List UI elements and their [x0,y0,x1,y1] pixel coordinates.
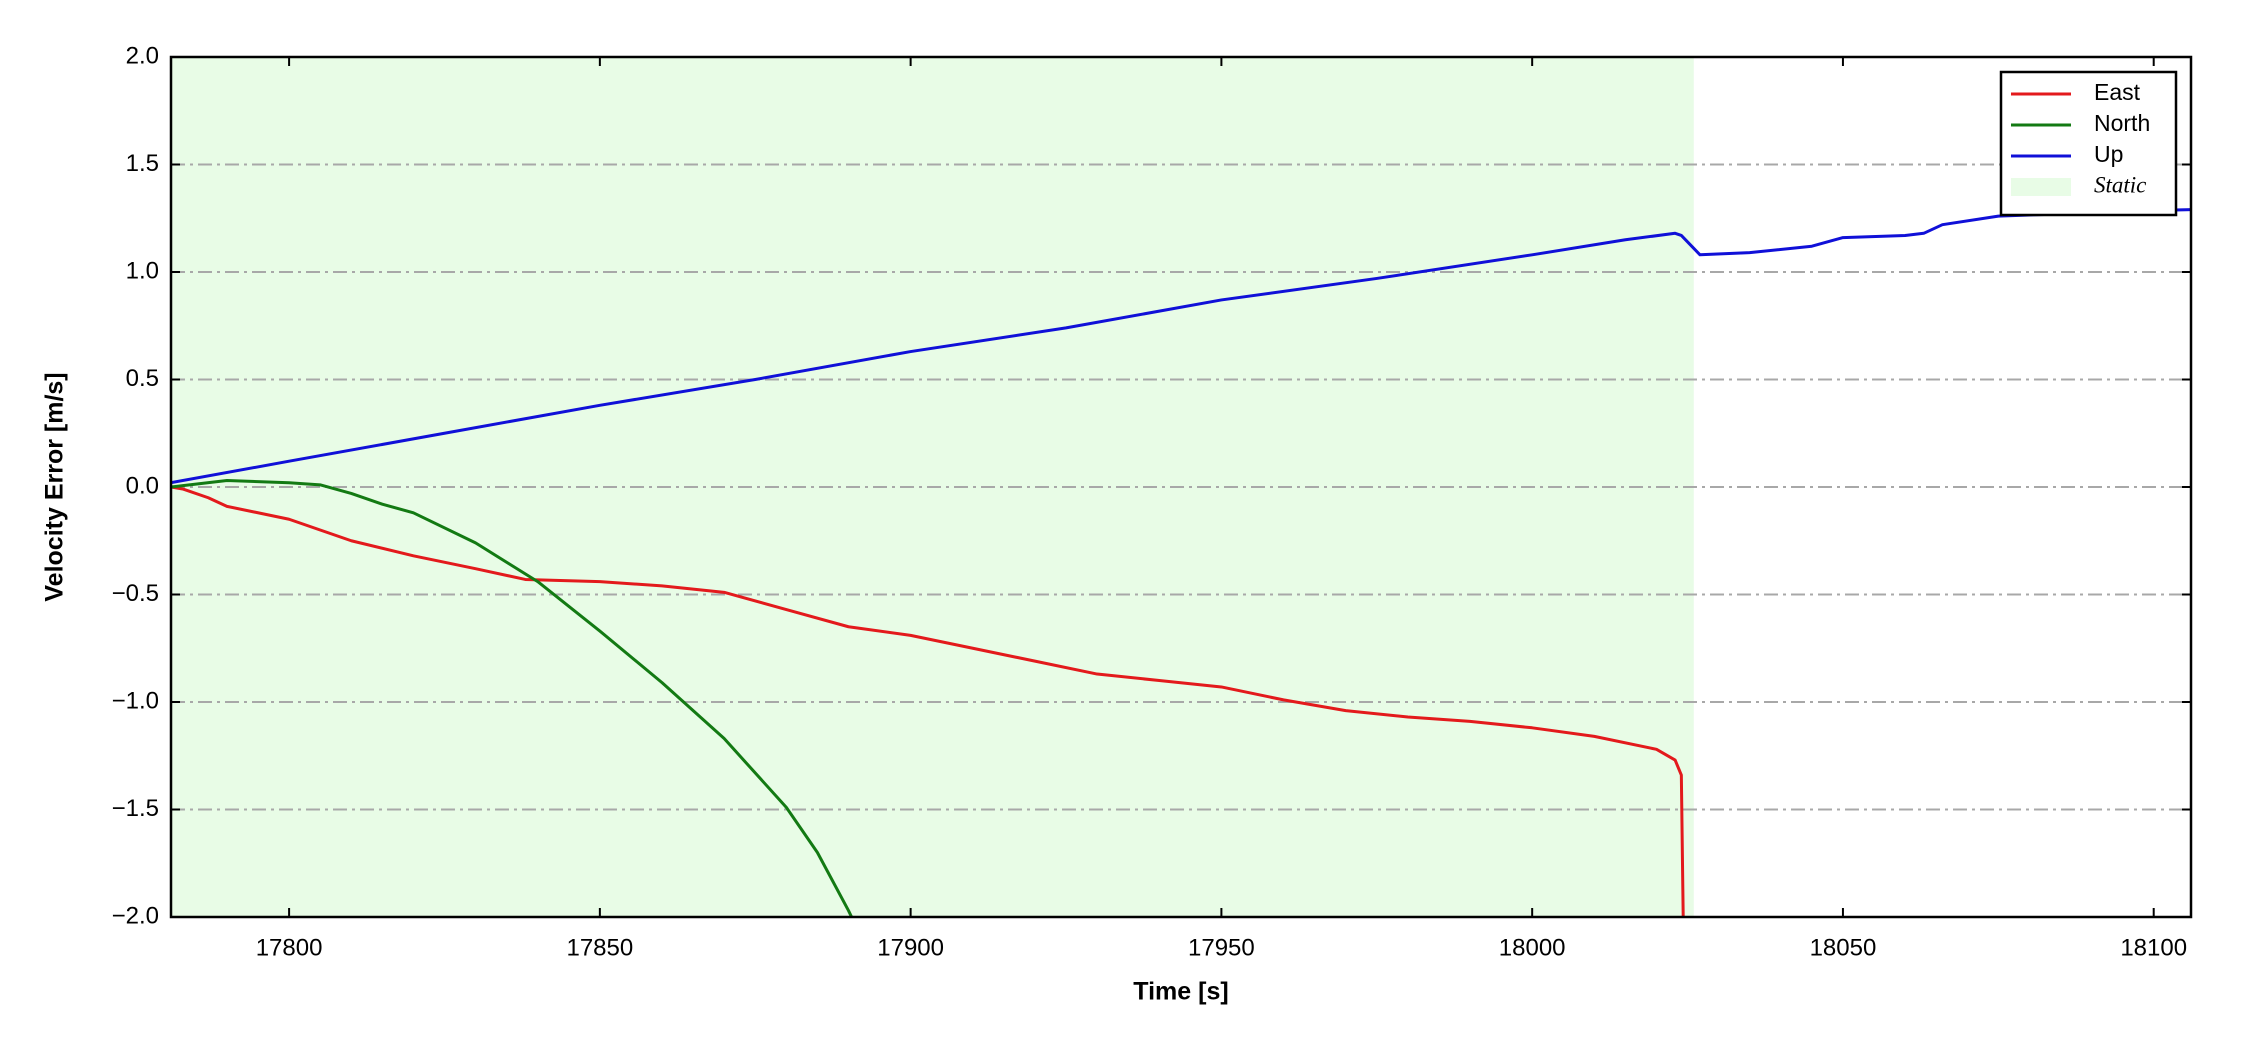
x-tick-label: 17950 [1188,934,1255,961]
series-line [171,208,2191,485]
plot-frame [169,55,2193,919]
y-tick-label: −0.5 [112,580,159,607]
x-axis-label: Time [s] [1133,978,1228,1006]
x-tick-label: 17850 [566,934,633,961]
x-tick-label: 18050 [1810,934,1877,961]
legend-label: East [2094,79,2141,105]
series-line [171,485,1685,917]
plot-lines [171,208,2191,917]
y-tick-label: 1.0 [126,257,159,284]
y-tick-label: −2.0 [112,902,159,929]
y-tick-label: −1.5 [112,795,159,822]
y-tick-label: 0.5 [126,365,159,392]
x-tick-label: 17800 [256,934,323,961]
y-tick-label: −1.0 [112,687,159,714]
x-tick-label: 18000 [1499,934,1566,961]
legend-swatch [2011,178,2071,196]
x-tick-label: 18100 [2120,934,2187,961]
y-axis-label: Velocity Error [m/s] [41,372,69,601]
y-tick-label: 0.0 [126,472,159,499]
legend-label: Up [2094,141,2123,167]
legend-label: North [2094,110,2150,136]
legend-label: Static [2094,172,2146,197]
x-tick-label: 17900 [877,934,944,961]
series-line [171,479,853,917]
y-tick-label: 2.0 [126,42,159,69]
y-tick-label: 1.5 [126,150,159,177]
